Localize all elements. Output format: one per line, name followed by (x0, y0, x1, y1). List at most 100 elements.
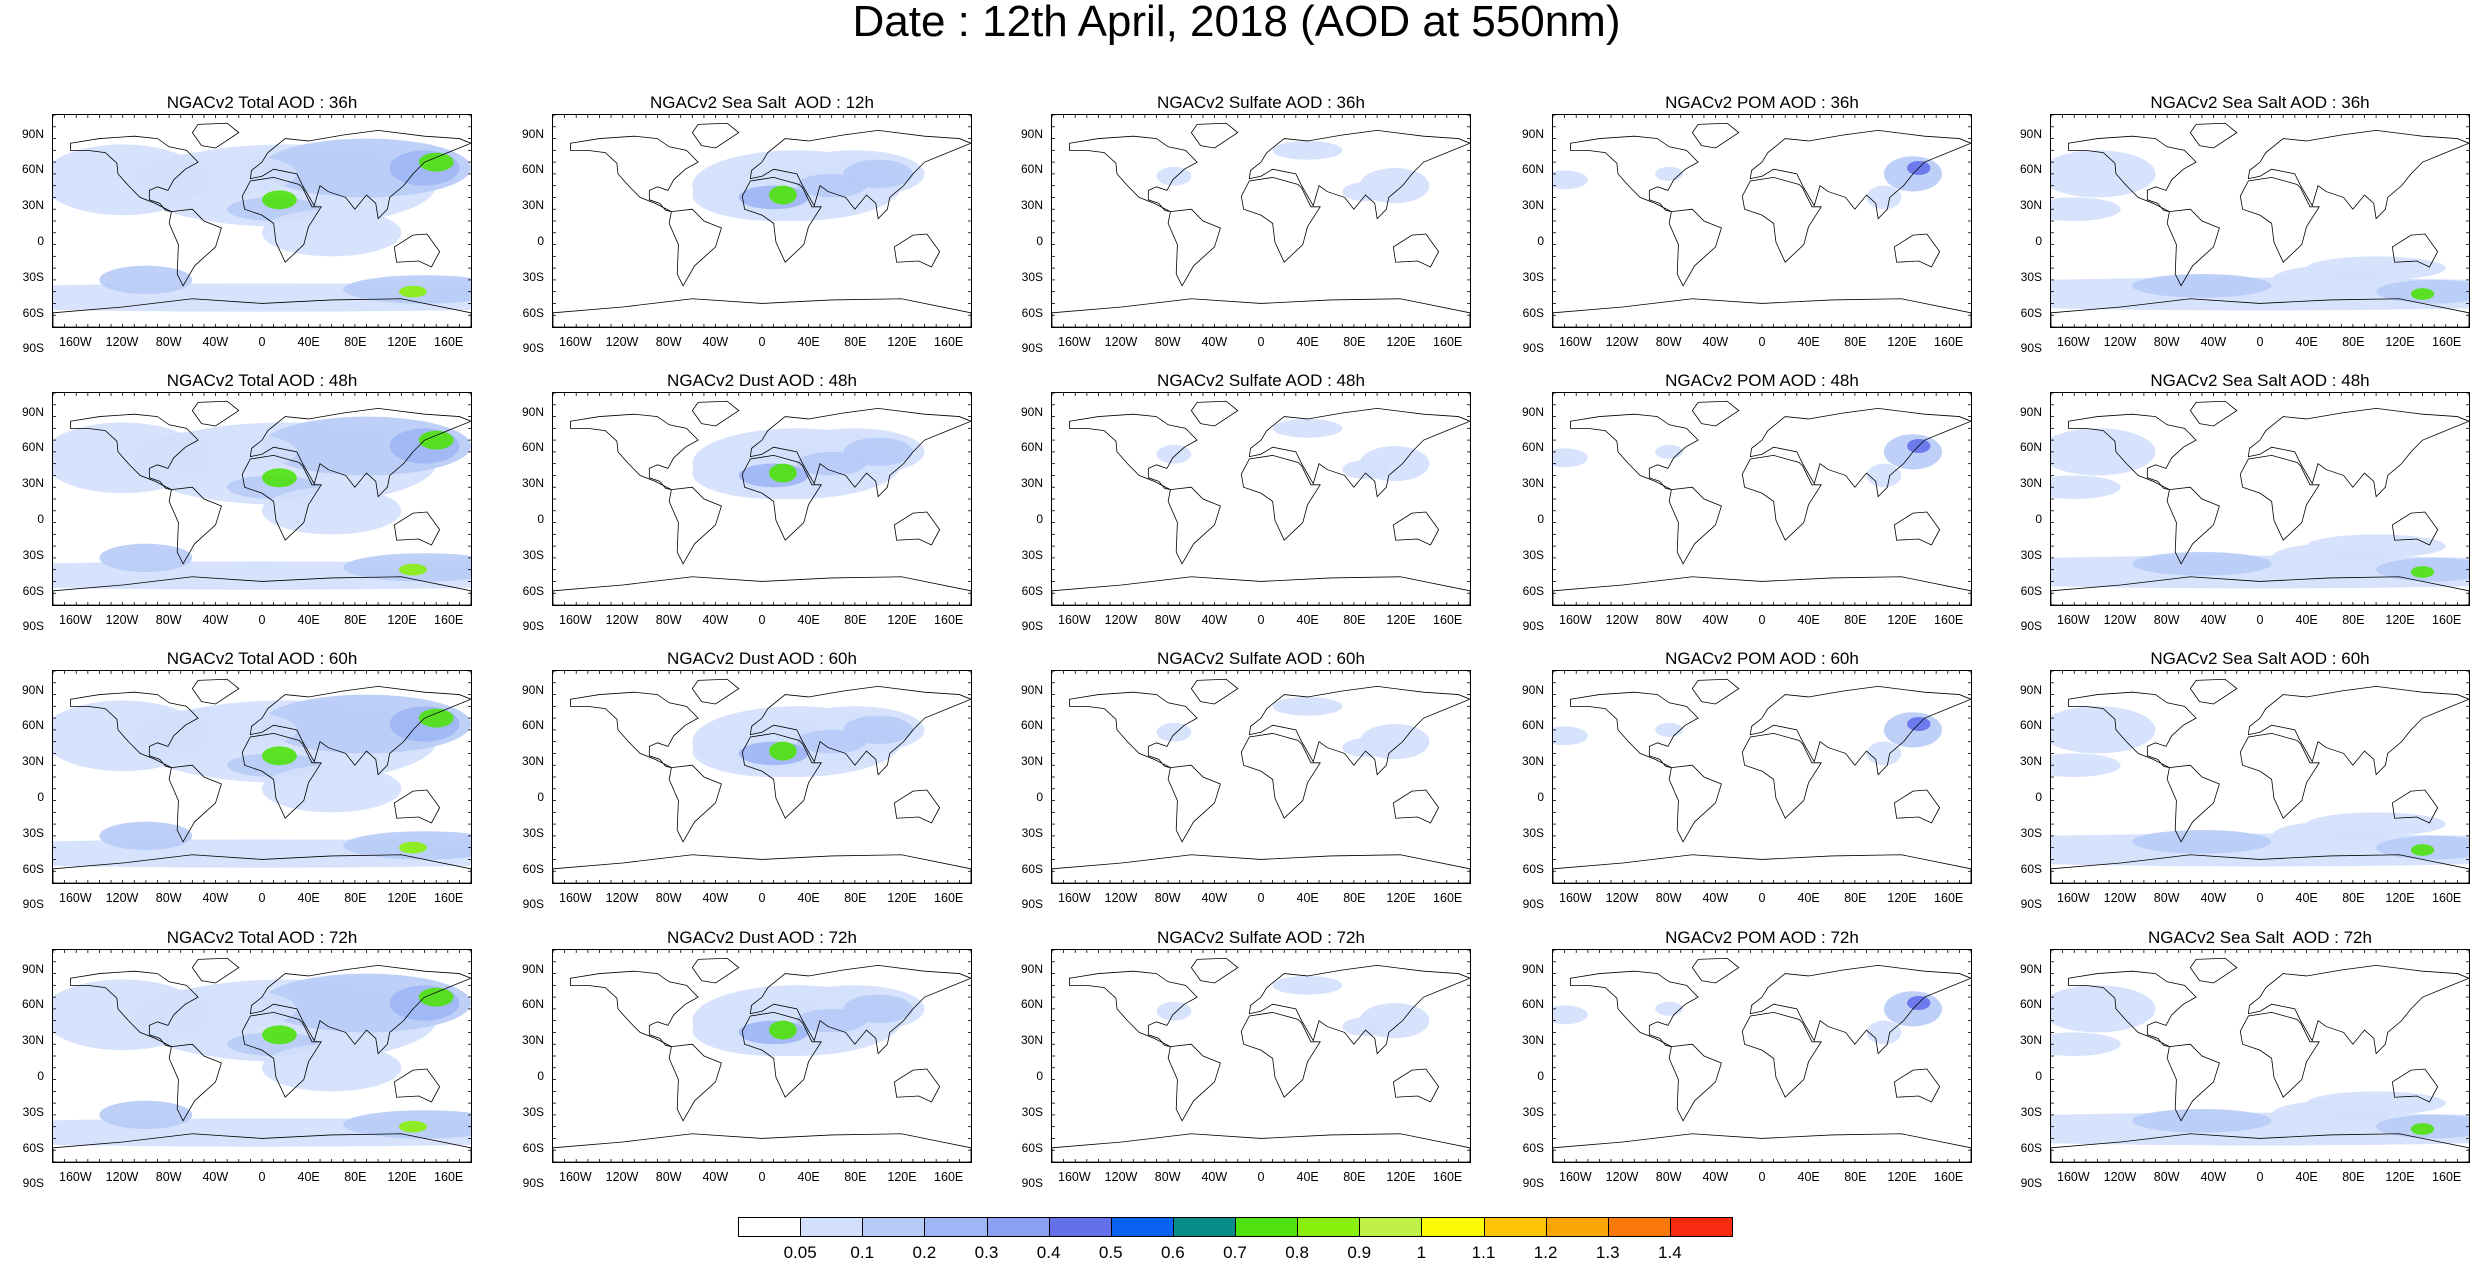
longitude-label: 40E (1296, 1170, 1319, 1184)
latitude-label: 0 (2035, 234, 2042, 248)
coastline-africa (2239, 455, 2320, 541)
aerosol-plume (843, 437, 913, 467)
latitude-label: 90S (522, 619, 544, 633)
longitude-label: 120E (887, 891, 917, 905)
latitude-label: 60N (1521, 718, 1544, 732)
longitude-label: 80W (1154, 891, 1181, 905)
longitude-label: 160E (934, 613, 964, 627)
longitude-label: 40E (1797, 1170, 1820, 1184)
aerosol-plume (2051, 475, 2121, 499)
longitude-label: 40W (202, 891, 229, 905)
coastline-south-america (2166, 764, 2220, 843)
latitude-label: 60S (1021, 306, 1043, 320)
latitude-label: 30S (522, 826, 544, 840)
coastline-antarctica (1052, 298, 1470, 327)
coastline-eurasia (2247, 129, 2469, 220)
aerosol-plume (262, 209, 402, 257)
latitude-label: 60S (22, 862, 44, 876)
longitude-label: 40E (2295, 891, 2318, 905)
map-canvas (553, 393, 971, 605)
aerosol-plume (1655, 1001, 1684, 1016)
coastline-north-america (1570, 135, 1699, 212)
colorbar-tick-label: 1 (1416, 1243, 1427, 1262)
coastline-africa (1240, 177, 1321, 263)
longitude-label: 80E (344, 613, 367, 627)
aerosol-plume (2306, 256, 2446, 280)
coastline-south-america (1167, 208, 1221, 287)
longitude-label: 120E (1887, 891, 1917, 905)
coastline-antarctica (2051, 1133, 2469, 1162)
map-canvas (53, 393, 471, 605)
aerosol-plume (1342, 738, 1389, 757)
colorbar-swatch (1110, 1217, 1174, 1237)
longitude-label: 40W (1201, 1170, 1228, 1184)
longitude-label: 160E (1433, 1170, 1463, 1184)
longitude-label: 160W (559, 1170, 592, 1184)
coastline-eurasia (2247, 964, 2469, 1055)
latitude-label: 30N (21, 198, 44, 212)
coastline-north-america (570, 691, 699, 768)
coastline-australia (1893, 789, 1941, 824)
map-canvas (53, 671, 471, 883)
world-map (1552, 114, 1972, 328)
panel-title: NGACv2 Dust AOD : 48h (667, 371, 857, 390)
longitude-label: 40W (1702, 891, 1729, 905)
coastline-greenland (2189, 957, 2238, 984)
coastline-australia (2391, 233, 2439, 268)
coastline-australia (1392, 1068, 1440, 1103)
world-map (1552, 392, 1972, 606)
longitude-label: 0 (758, 335, 766, 349)
aerosol-plume (399, 841, 427, 854)
aerosol-plume (2410, 1123, 2435, 1135)
longitude-label: 40W (1201, 891, 1228, 905)
coastline-africa (241, 455, 322, 541)
aerosol-plume (2132, 552, 2272, 576)
coastline-antarctica (2051, 854, 2469, 883)
longitude-label: 160W (1058, 1170, 1091, 1184)
coastline-greenland (191, 400, 240, 427)
longitude-label: 40E (1296, 891, 1319, 905)
colorbar-tick-label: 1.2 (1533, 1243, 1558, 1262)
colorbar: 0.05 0.1 0.2 0.3 0.4 0.5 0.6 0.7 0.8 0.9 1 1.1 1.2 1.… (738, 1217, 1733, 1262)
longitude-label: 120E (1386, 613, 1416, 627)
coastline-australia (2391, 1068, 2439, 1103)
panel-title: NGACv2 POM AOD : 72h (1665, 928, 1859, 947)
colorbar-tick-label: 0.8 (1285, 1243, 1309, 1262)
coastline-south-america (2166, 208, 2220, 287)
longitude-label: 80W (655, 335, 682, 349)
longitude-label: 120W (1605, 1170, 1639, 1184)
map-panel: NGACv2 Total AOD : 48h 90N 60N 30N 0 30S 60S 90… (0, 370, 472, 632)
colorbar-swatch (1172, 1217, 1236, 1237)
longitude-label: 120W (2103, 335, 2137, 349)
longitude-label: 80E (1343, 891, 1366, 905)
latitude-label: 30S (1021, 826, 1043, 840)
coastline-north-america (2068, 135, 2197, 212)
longitude-label: 0 (258, 613, 266, 627)
coastline-north-america (70, 691, 199, 768)
map-canvas (1553, 393, 1971, 605)
map-canvas (2051, 115, 2469, 327)
longitude-label: 120W (2103, 891, 2137, 905)
coastline-africa (1741, 1012, 1822, 1098)
longitude-label: 40W (1201, 335, 1228, 349)
latitude-label: 60S (1522, 862, 1544, 876)
longitude-label: 120E (1386, 335, 1416, 349)
world-map (1552, 670, 1972, 884)
colorbar-swatch (1669, 1217, 1733, 1237)
longitude-label: 120W (1605, 335, 1639, 349)
latitude-label: 60S (1522, 584, 1544, 598)
coastline-greenland (691, 400, 740, 427)
latitude-label: 0 (537, 234, 544, 248)
map-canvas (2051, 393, 2469, 605)
latitude-label: 0 (37, 512, 44, 526)
colorbar-swatch (1297, 1217, 1361, 1237)
longitude-label: 160E (2432, 613, 2462, 627)
longitude-label: 40E (797, 335, 820, 349)
latitude-label: 60N (1521, 440, 1544, 454)
latitude-label: 90S (1021, 897, 1043, 911)
colorbar-swatch (1483, 1217, 1547, 1237)
longitude-label: 40E (2295, 613, 2318, 627)
longitude-label: 160E (2432, 891, 2462, 905)
aerosol-plume (1866, 185, 1902, 210)
longitude-label: 40W (1702, 335, 1729, 349)
